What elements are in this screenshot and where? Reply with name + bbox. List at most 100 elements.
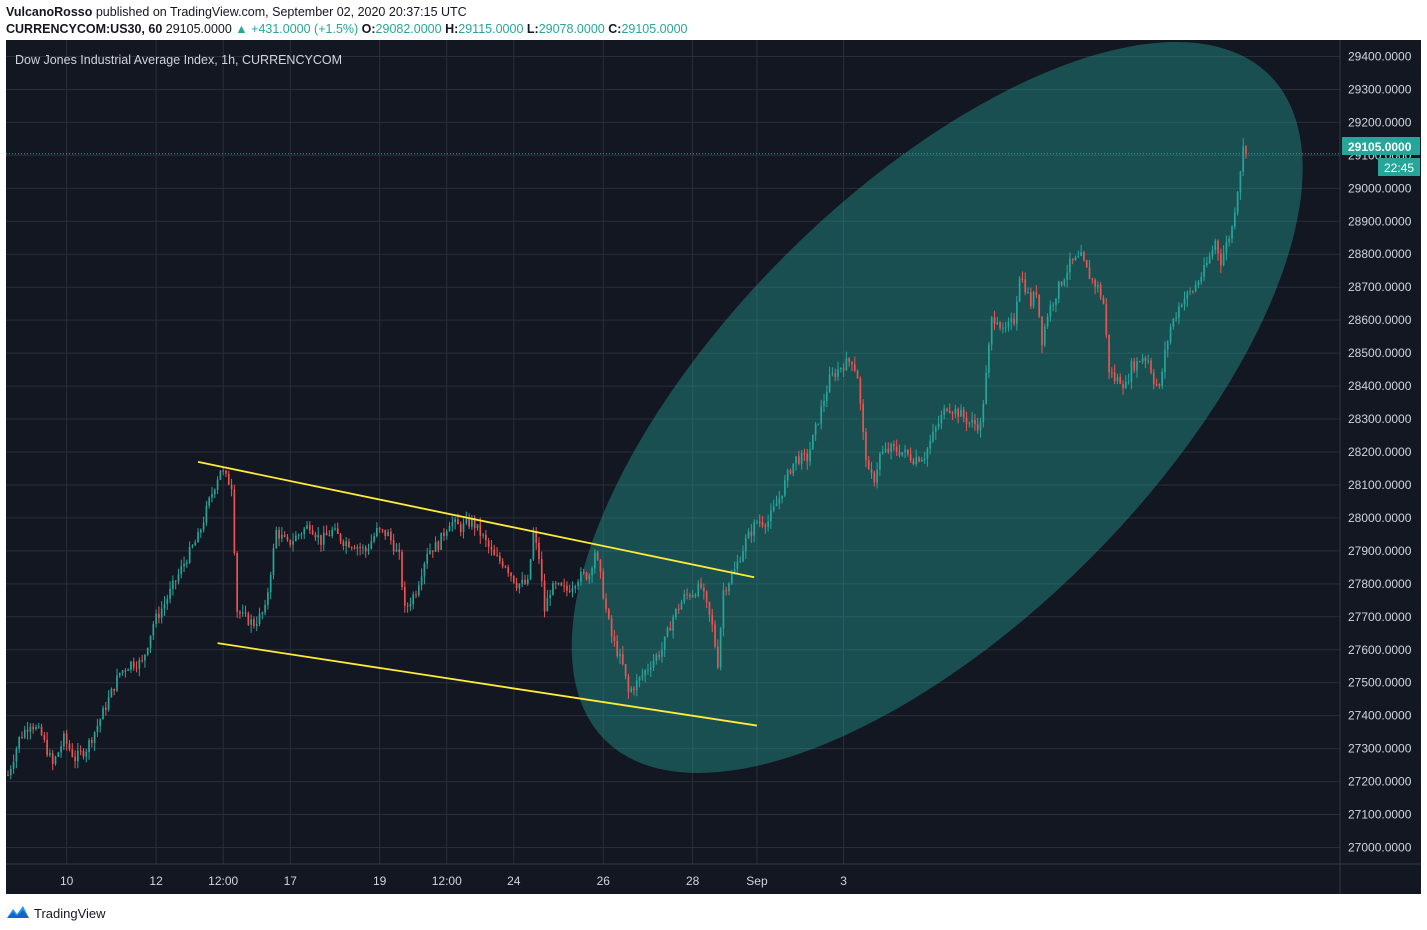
candle-body: [1111, 372, 1113, 374]
candle-body: [957, 408, 959, 417]
candle-body: [459, 524, 462, 533]
candle-body: [258, 613, 261, 625]
candle-body: [540, 559, 543, 581]
candle-body: [1231, 226, 1233, 239]
candle-body: [1158, 384, 1161, 386]
candle-body: [968, 422, 971, 424]
candle-body: [1080, 252, 1082, 257]
candle-body: [605, 598, 607, 610]
channel-upper-line[interactable]: [197, 461, 755, 579]
candle-body: [63, 733, 65, 747]
candle-body: [638, 677, 641, 681]
candle-body: [845, 358, 848, 371]
y-tick-label: 28300.0000: [1348, 412, 1412, 426]
candle-body: [51, 753, 54, 764]
candle-body: [599, 559, 602, 572]
y-tick-label: 27800.0000: [1348, 577, 1412, 591]
x-tick-label: 26: [597, 874, 611, 888]
candle-body: [630, 688, 633, 692]
candle-body: [68, 743, 71, 750]
open-label: O:: [361, 22, 376, 36]
candle-body: [663, 636, 666, 651]
grid-lines: [6, 40, 1340, 864]
candle-body: [194, 542, 197, 546]
candle-body: [758, 521, 761, 523]
candle-body: [1239, 171, 1242, 193]
candle-body: [420, 576, 423, 586]
candle-body: [982, 403, 985, 423]
price-axis[interactable]: 27000.0000 27100.0000 27200.0000 27300.0000…: [1348, 49, 1412, 854]
candle-body: [728, 583, 730, 592]
candle-body: [1007, 321, 1010, 328]
candle-body: [834, 373, 837, 377]
candle-body: [839, 367, 842, 370]
candle-body: [169, 588, 171, 599]
candle-body: [96, 726, 99, 733]
candle-body: [1175, 317, 1177, 319]
y-tick-label: 28500.0000: [1348, 346, 1412, 360]
candle-body: [904, 449, 906, 453]
time-axis[interactable]: 10 12 12:00 17 19 12:00 24 26 28 Sep 3: [60, 874, 847, 888]
candle-body: [1122, 383, 1124, 389]
candle-body: [110, 688, 113, 698]
x-tick-label: 3: [840, 874, 847, 888]
candle-body: [186, 562, 188, 564]
channel-lower-line[interactable]: [217, 642, 758, 727]
candle-body: [1233, 212, 1236, 227]
candle-body: [736, 561, 739, 570]
publish-line: VulcanoRosso published on TradingView.co…: [6, 5, 467, 19]
candle-body: [862, 403, 864, 432]
candle-body: [532, 532, 535, 560]
tradingview-logo-icon[interactable]: [6, 904, 30, 922]
candle-body: [820, 406, 823, 424]
candle-body: [149, 635, 152, 648]
candle-body: [429, 550, 431, 554]
candle-body: [247, 613, 250, 625]
open-value: 29082.0000: [375, 22, 442, 36]
candle-body: [1124, 381, 1127, 389]
candle-body: [1228, 238, 1231, 243]
candle-body: [12, 761, 15, 769]
candle-body: [1083, 252, 1085, 261]
candle-body: [471, 517, 473, 527]
candle-body: [124, 670, 127, 672]
x-tick-label: 12:00: [208, 874, 238, 888]
candle-body: [825, 392, 828, 401]
x-tick-label: 12: [149, 874, 163, 888]
candle-body: [1183, 298, 1186, 305]
candle-body: [172, 580, 174, 589]
candle-body: [594, 552, 596, 569]
candle-body: [381, 529, 384, 531]
author-name[interactable]: VulcanoRosso: [6, 5, 93, 19]
candle-body: [1217, 240, 1219, 254]
candle-body: [222, 470, 225, 472]
candle-body: [356, 546, 359, 549]
candle-body: [163, 604, 166, 609]
candle-body: [806, 453, 809, 462]
candle-body: [141, 660, 143, 662]
candle-body: [812, 434, 814, 450]
candle-body: [672, 617, 674, 631]
candle-body: [851, 361, 853, 365]
candle-body: [1192, 291, 1194, 293]
candle-body: [837, 369, 839, 377]
candle-body: [649, 667, 652, 670]
price-chart[interactable]: Dow Jones Industrial Average Index, 1h, …: [6, 40, 1421, 894]
candle-body: [493, 549, 496, 556]
candle-body: [915, 457, 918, 465]
candle-body: [1035, 292, 1038, 295]
footer-brand[interactable]: TradingView: [34, 905, 106, 921]
candle-body: [602, 571, 605, 599]
candle-body: [641, 675, 644, 678]
candle-body: [761, 522, 764, 526]
candle-body: [116, 675, 118, 691]
candle-body: [529, 559, 532, 580]
candle-body: [1189, 291, 1191, 293]
candle-body: [415, 594, 417, 596]
candle-body: [1069, 258, 1071, 273]
candle-body: [686, 593, 688, 595]
candle-body: [401, 552, 403, 587]
highlight-ellipse[interactable]: [453, 40, 1421, 892]
countdown-label: 22:45: [1384, 161, 1414, 175]
candle-body: [912, 460, 915, 465]
